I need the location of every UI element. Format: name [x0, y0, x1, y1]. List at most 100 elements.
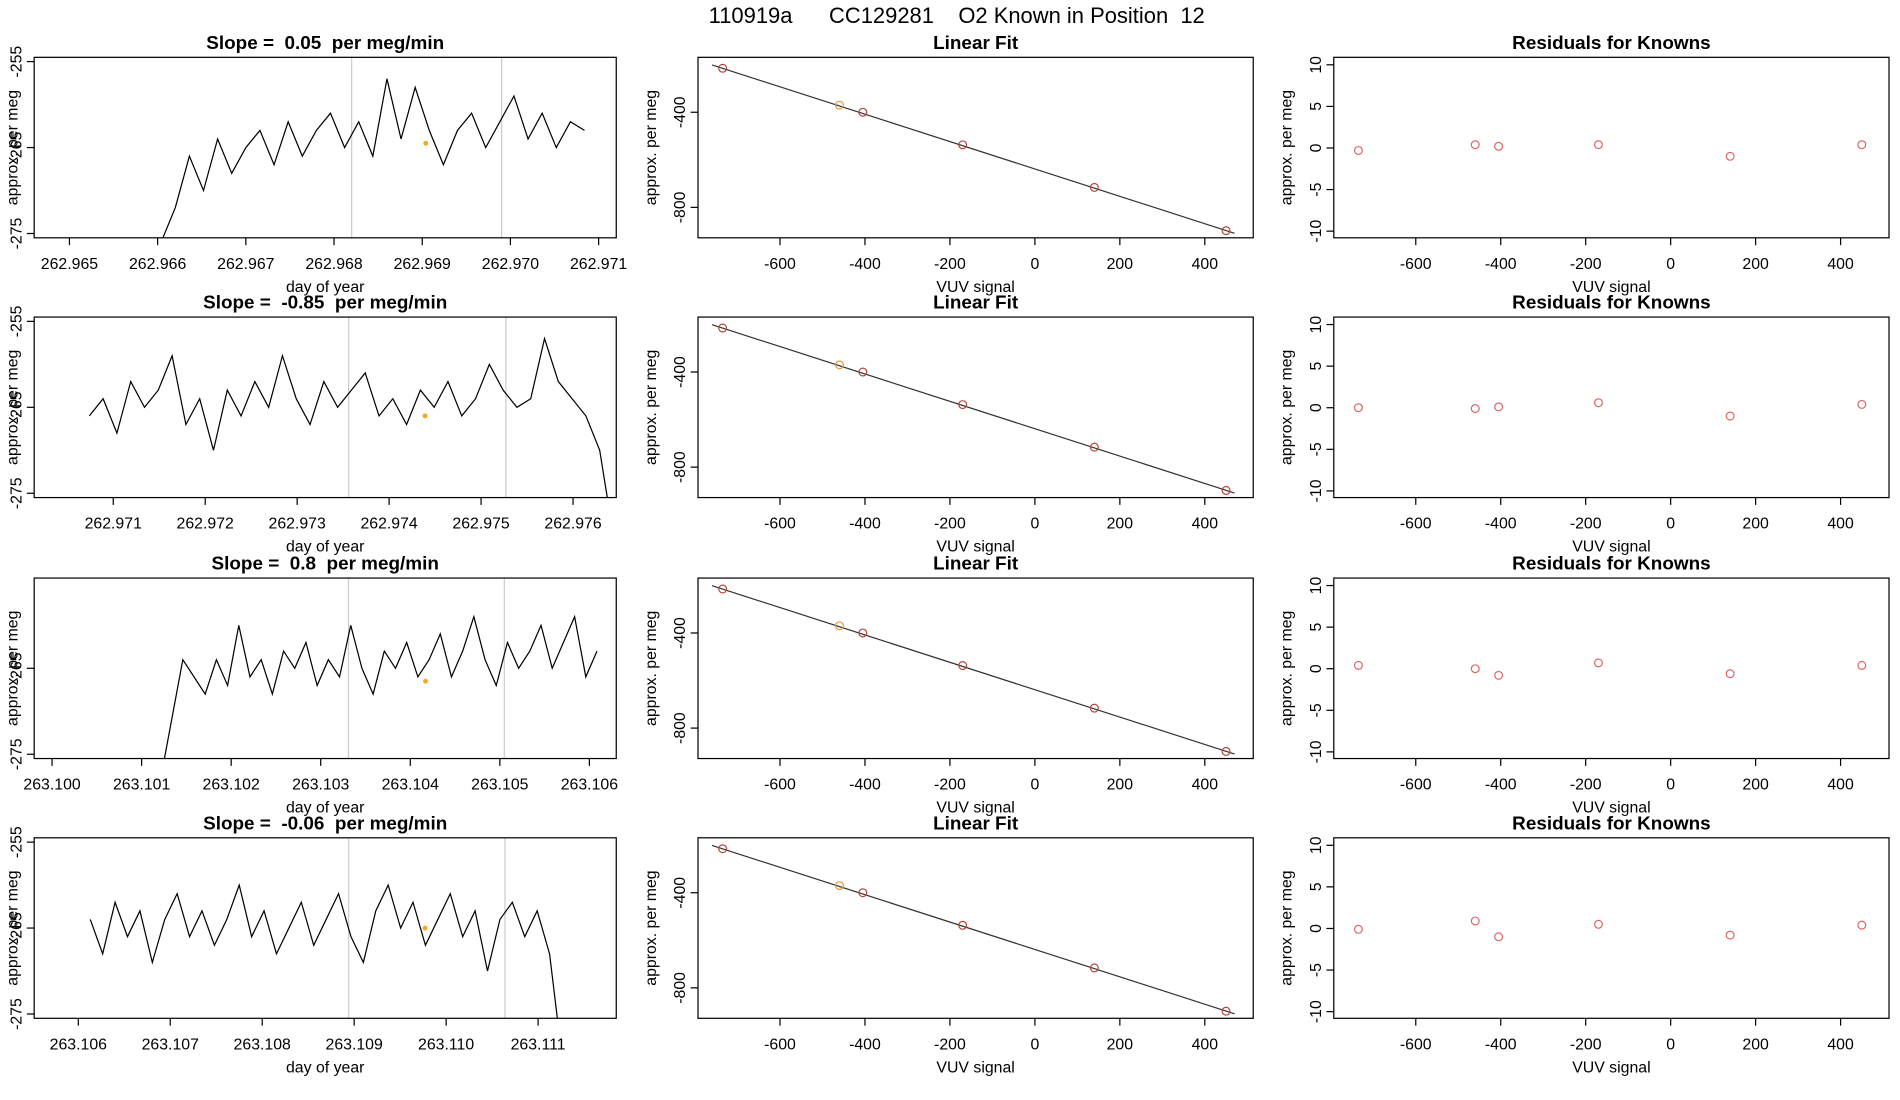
- data-point: [1494, 141, 1504, 151]
- y-tick-label: -400: [672, 877, 689, 909]
- panel-title: Residuals for Knowns: [1512, 813, 1710, 834]
- x-axis-label: VUV signal: [936, 800, 1014, 817]
- x-tick-label: 200: [1742, 1036, 1769, 1053]
- x-axis-label: day of year: [286, 800, 365, 817]
- y-axis-label: approx. per meg: [5, 90, 22, 205]
- x-tick-label: 262.973: [269, 516, 326, 533]
- data-point: [1221, 485, 1231, 495]
- x-tick-label: 262.966: [129, 256, 186, 273]
- x-tick-label: 400: [1827, 1036, 1854, 1053]
- plot-frame: [1333, 56, 1890, 239]
- panel-title: Residuals for Knowns: [1512, 554, 1710, 575]
- x-tick-label: 400: [1192, 1036, 1219, 1053]
- data-point: [834, 621, 844, 631]
- y-tick-label: -255: [8, 46, 25, 78]
- data-point: [1089, 442, 1099, 452]
- x-tick-label: 200: [1107, 256, 1134, 273]
- y-tick-label: -275: [8, 217, 25, 249]
- x-tick-label: 0: [1030, 516, 1039, 533]
- panel: Residuals for Knowns VUV signal approx. pe…: [1279, 293, 1890, 556]
- data-point: [858, 628, 868, 638]
- x-tick-label: -200: [934, 1036, 966, 1053]
- y-tick-label: -5: [1308, 182, 1325, 196]
- x-tick-label: -200: [1570, 516, 1602, 533]
- y-tick-label: -10: [1308, 1000, 1325, 1023]
- y-tick-label: 10: [1308, 316, 1325, 334]
- y-tick-label: 0: [1308, 664, 1325, 673]
- data-point: [1494, 670, 1504, 680]
- x-tick-label: -200: [1570, 1036, 1602, 1053]
- x-axis-label: VUV signal: [1572, 800, 1650, 817]
- data-point: [1089, 963, 1099, 973]
- panel: Residuals for Knowns VUV signal approx. pe…: [1279, 33, 1890, 296]
- panel-title: Slope = 0.8 per meg/min: [212, 554, 439, 575]
- y-tick-label: 5: [1308, 882, 1325, 891]
- x-axis-label: VUV signal: [1572, 279, 1650, 296]
- y-tick-label: -265: [8, 652, 25, 684]
- plot-area: [163, 578, 598, 759]
- y-axis-label: approx. per meg: [5, 611, 22, 726]
- data-point: [958, 400, 968, 410]
- x-tick-label: 262.967: [217, 256, 274, 273]
- data-point: [1221, 1006, 1231, 1016]
- data-point: [858, 367, 868, 377]
- x-tick-label: 262.965: [41, 256, 98, 273]
- x-tick-label: 263.106: [50, 1036, 107, 1053]
- y-tick-label: 10: [1308, 577, 1325, 595]
- y-tick-label: -275: [8, 477, 25, 509]
- x-tick-label: -400: [849, 516, 881, 533]
- data-point: [958, 140, 968, 150]
- panel-title: Residuals for Knowns: [1512, 33, 1710, 54]
- panel: Linear Fit VUV signal approx. per meg -600 -…: [643, 293, 1254, 556]
- y-tick-label: 10: [1308, 836, 1325, 854]
- y-tick-label: -275: [8, 998, 25, 1030]
- panel-title: Slope = 0.05 per meg/min: [206, 33, 444, 54]
- panel-title: Linear Fit: [933, 293, 1019, 314]
- y-tick-label: -800: [672, 191, 689, 223]
- y-tick-label: -800: [672, 451, 689, 483]
- x-tick-label: 400: [1192, 777, 1219, 794]
- y-axis-label: approx. per meg: [1279, 90, 1296, 205]
- y-tick-label: -265: [8, 391, 25, 423]
- fit-line: [711, 324, 1235, 494]
- x-tick-label: -200: [934, 777, 966, 794]
- plot-frame: [1333, 577, 1890, 760]
- plot-frame: [697, 56, 1254, 239]
- x-tick-label: -600: [1400, 256, 1432, 273]
- x-tick-label: 0: [1030, 256, 1039, 273]
- plot-frame: [33, 577, 617, 760]
- x-axis-label: VUV signal: [1572, 1059, 1650, 1076]
- y-tick-label: -255: [8, 305, 25, 337]
- x-tick-label: 262.971: [85, 516, 142, 533]
- data-point: [1593, 658, 1603, 668]
- x-axis-label: VUV signal: [936, 279, 1014, 296]
- y-tick-label: -265: [8, 912, 25, 944]
- data-point: [858, 888, 868, 898]
- data-point: [1725, 151, 1735, 161]
- plot-area: [89, 837, 558, 1019]
- x-tick-label: -600: [764, 516, 796, 533]
- x-tick-label: 263.100: [23, 777, 80, 794]
- x-axis-label: VUV signal: [936, 539, 1014, 556]
- y-tick-label: -5: [1308, 703, 1325, 717]
- data-point: [1353, 403, 1363, 413]
- x-tick-label: 0: [1666, 777, 1675, 794]
- data-point: [1353, 660, 1363, 670]
- x-tick-label: 262.974: [360, 516, 417, 533]
- data-point: [1857, 920, 1867, 930]
- x-tick-label: 200: [1107, 516, 1134, 533]
- panel-title: Residuals for Knowns: [1512, 293, 1710, 314]
- x-tick-label: 400: [1827, 256, 1854, 273]
- y-axis-label: approx. per meg: [643, 350, 660, 465]
- panel-title: Linear Fit: [933, 554, 1019, 575]
- plot-area: [711, 584, 1235, 756]
- x-tick-label: 0: [1666, 1036, 1675, 1053]
- plot-area: [711, 63, 1235, 236]
- y-axis-label: approx. per meg: [643, 870, 660, 985]
- y-tick-label: 10: [1308, 56, 1325, 74]
- y-tick-label: -265: [8, 132, 25, 164]
- x-tick-label: 263.110: [418, 1036, 474, 1053]
- plot-frame: [33, 56, 617, 239]
- data-point: [1470, 140, 1480, 150]
- x-tick-label: -400: [1485, 516, 1517, 533]
